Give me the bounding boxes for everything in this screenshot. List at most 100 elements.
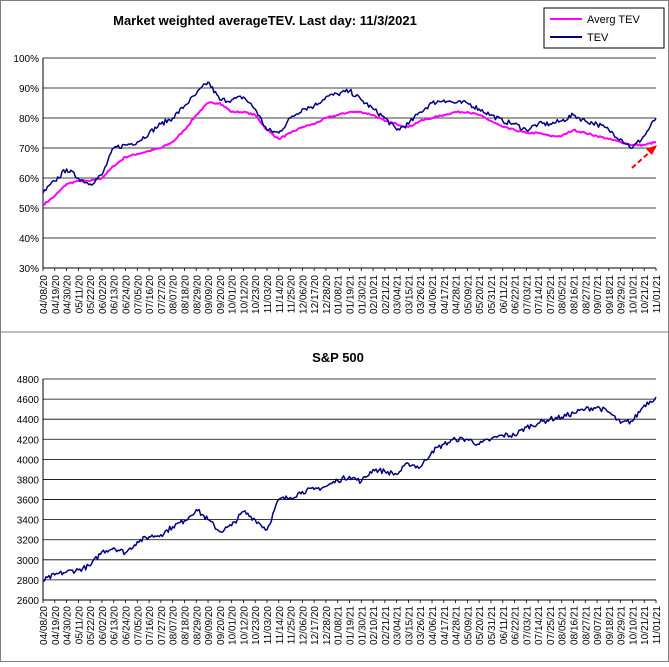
x-tick-label: 12/06/20 xyxy=(298,606,309,645)
x-tick-label: 06/02/20 xyxy=(98,275,109,314)
x-tick-label: 08/27/21 xyxy=(581,275,592,314)
x-tick-label: 08/16/21 xyxy=(569,606,580,645)
x-tick-label: 07/14/21 xyxy=(534,606,545,645)
x-tick-label: 02/10/21 xyxy=(369,275,380,314)
x-tick-label: 05/09/21 xyxy=(463,275,474,314)
x-tick-label: 03/15/21 xyxy=(404,606,415,645)
x-tick-label: 09/20/20 xyxy=(216,275,227,314)
x-tick-label: 07/03/21 xyxy=(522,606,533,645)
x-tick-label: 08/07/20 xyxy=(169,275,180,314)
y-tick-label: 4600 xyxy=(17,395,40,406)
x-tick-label: 04/28/21 xyxy=(452,606,463,645)
x-tick-label: 10/01/20 xyxy=(228,275,239,314)
x-tick-label: 12/06/20 xyxy=(298,275,309,314)
x-tick-label: 11/01/21 xyxy=(652,275,663,314)
x-tick-label: 04/30/20 xyxy=(63,606,74,645)
x-tick-label: 08/05/21 xyxy=(558,275,569,314)
x-tick-label: 10/10/21 xyxy=(628,275,639,314)
x-tick-label: 06/24/20 xyxy=(122,275,133,314)
x-tick-label: 10/21/21 xyxy=(640,606,651,645)
x-tick-label: 04/19/20 xyxy=(51,606,62,645)
x-tick-label: 07/27/20 xyxy=(157,606,168,645)
x-tick-label: 09/07/21 xyxy=(593,606,604,645)
legend-label-averg-tev: Averg TEV xyxy=(587,14,640,26)
x-tick-label: 06/11/21 xyxy=(499,275,510,314)
x-tick-label: 04/28/21 xyxy=(452,275,463,314)
x-tick-label: 06/22/21 xyxy=(511,275,522,314)
x-tick-label: 10/23/20 xyxy=(251,275,262,314)
y-tick-label: 3200 xyxy=(17,536,40,547)
y-tick-label: 70% xyxy=(19,144,39,155)
x-tick-label: 06/22/21 xyxy=(511,606,522,645)
x-tick-label: 04/17/21 xyxy=(440,275,451,314)
x-tick-label: 05/22/20 xyxy=(86,606,97,645)
x-tick-label: 06/13/20 xyxy=(110,275,121,314)
x-tick-label: 08/29/20 xyxy=(192,275,203,314)
x-tick-label: 04/06/21 xyxy=(428,606,439,645)
x-tick-label: 07/16/20 xyxy=(145,275,156,314)
x-tick-label: 04/17/21 xyxy=(440,606,451,645)
x-tick-label: 04/06/21 xyxy=(428,275,439,314)
y-tick-label: 3000 xyxy=(17,556,40,567)
x-tick-label: 02/21/21 xyxy=(381,606,392,645)
y-tick-label: 3600 xyxy=(17,496,40,507)
sp500-chart-title: S&P 500 xyxy=(312,350,364,365)
y-tick-label: 90% xyxy=(19,84,39,95)
tev-chart-legend: Averg TEV TEV xyxy=(544,8,664,48)
x-tick-label: 02/10/21 xyxy=(369,606,380,645)
x-tick-label: 08/16/21 xyxy=(569,275,580,314)
x-tick-label: 04/19/20 xyxy=(51,275,62,314)
x-tick-label: 01/30/21 xyxy=(357,275,368,314)
x-tick-label: 03/04/21 xyxy=(393,275,404,314)
x-tick-label: 04/08/20 xyxy=(39,606,50,645)
x-tick-label: 07/16/20 xyxy=(145,606,156,645)
y-tick-label: 4400 xyxy=(17,415,40,426)
x-tick-label: 05/09/21 xyxy=(463,606,474,645)
x-tick-label: 11/25/20 xyxy=(287,606,298,645)
legend-label-tev: TEV xyxy=(587,32,609,44)
x-tick-label: 12/17/20 xyxy=(310,275,321,314)
x-tick-label: 04/30/20 xyxy=(63,275,74,314)
y-tick-label: 2800 xyxy=(17,576,40,587)
x-tick-label: 03/15/21 xyxy=(404,275,415,314)
x-tick-label: 07/05/20 xyxy=(133,606,144,645)
x-tick-label: 09/07/21 xyxy=(593,275,604,314)
y-tick-label: 4000 xyxy=(17,455,40,466)
x-tick-label: 11/01/21 xyxy=(652,606,663,645)
x-tick-label: 09/18/21 xyxy=(605,606,616,645)
x-tick-label: 09/29/21 xyxy=(617,606,628,645)
x-tick-label: 01/19/21 xyxy=(346,275,357,314)
x-tick-label: 05/11/20 xyxy=(74,275,85,314)
x-tick-label: 11/14/20 xyxy=(275,275,286,314)
x-tick-label: 05/22/20 xyxy=(86,275,97,314)
x-tick-label: 11/14/20 xyxy=(275,606,286,645)
x-tick-label: 04/08/20 xyxy=(39,275,50,314)
x-tick-label: 08/05/21 xyxy=(558,606,569,645)
x-tick-label: 09/18/21 xyxy=(605,275,616,314)
x-tick-label: 07/03/21 xyxy=(522,275,533,314)
x-tick-label: 06/02/20 xyxy=(98,606,109,645)
x-tick-label: 07/05/20 xyxy=(133,275,144,314)
y-tick-label: 100% xyxy=(13,54,39,65)
x-tick-label: 06/11/21 xyxy=(499,606,510,645)
x-tick-label: 07/25/21 xyxy=(546,606,557,645)
x-tick-label: 06/13/20 xyxy=(110,606,121,645)
x-tick-label: 08/07/20 xyxy=(169,606,180,645)
tev-chart-title: Market weighted averageTEV. Last day: 11… xyxy=(113,13,417,28)
y-tick-label: 40% xyxy=(19,234,39,245)
x-tick-label: 09/20/20 xyxy=(216,606,227,645)
x-tick-label: 06/24/20 xyxy=(122,606,133,645)
x-tick-label: 10/21/21 xyxy=(640,275,651,314)
x-tick-label: 01/08/21 xyxy=(334,275,345,314)
x-tick-label: 05/31/21 xyxy=(487,606,498,645)
x-tick-label: 03/26/21 xyxy=(416,606,427,645)
x-tick-label: 10/12/20 xyxy=(239,606,250,645)
x-tick-label: 01/08/21 xyxy=(334,606,345,645)
y-tick-label: 4800 xyxy=(17,375,40,386)
x-tick-label: 08/18/20 xyxy=(180,275,191,314)
y-tick-label: 60% xyxy=(19,174,39,185)
x-tick-label: 08/29/20 xyxy=(192,606,203,645)
